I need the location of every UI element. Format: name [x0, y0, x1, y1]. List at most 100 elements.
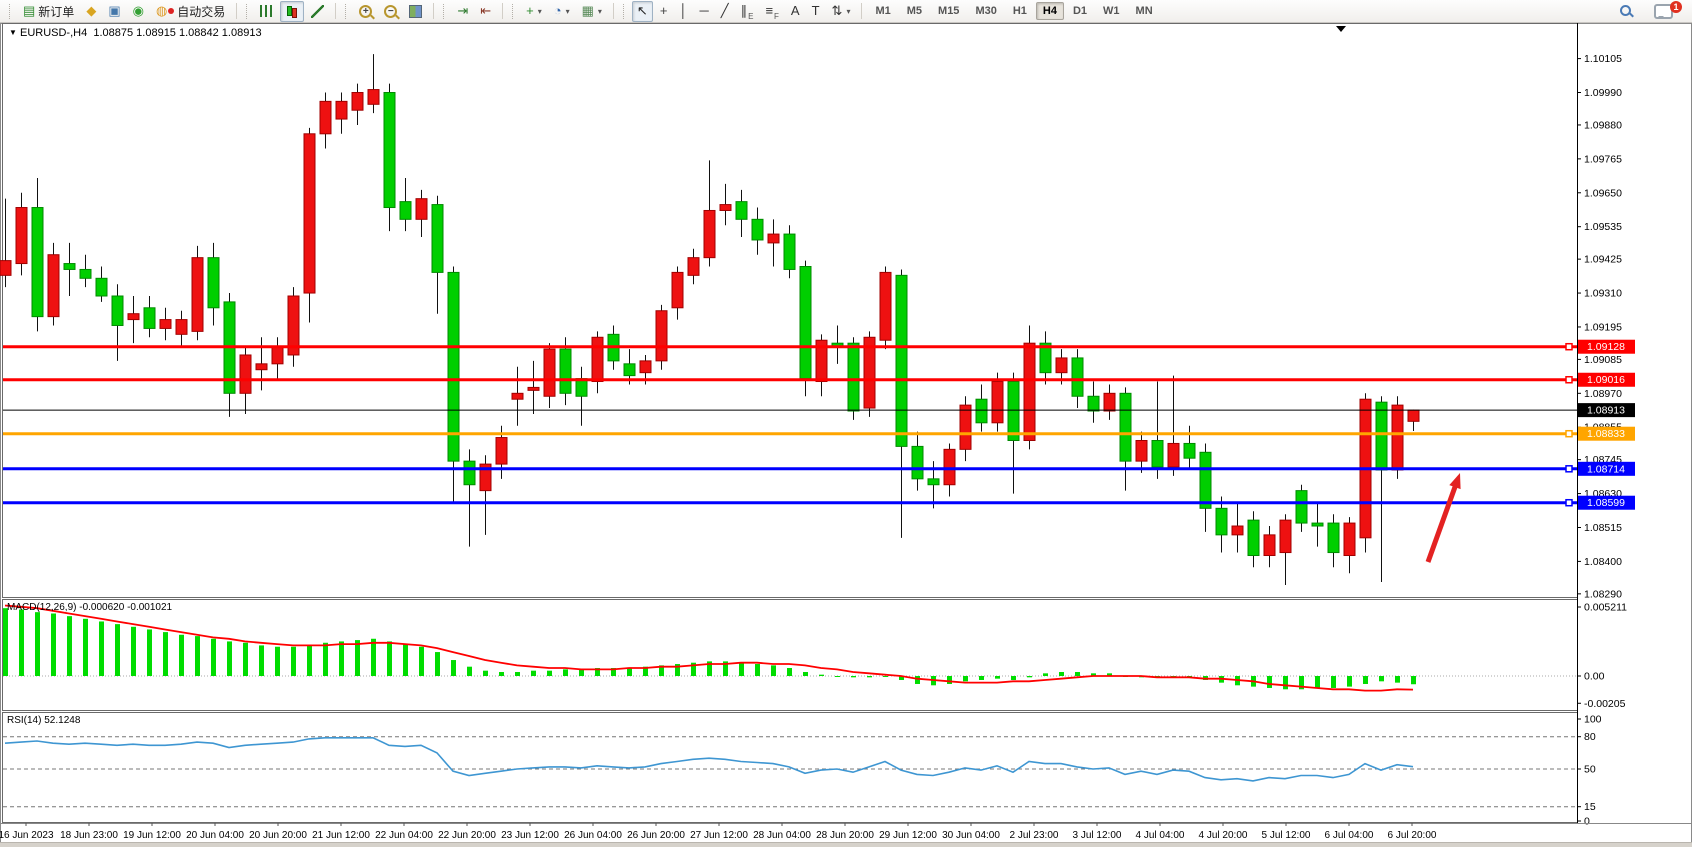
autotrading-button[interactable]: ◍ 自动交易: [151, 1, 230, 22]
rsi-tick-label: 15: [1584, 801, 1596, 813]
chart-menu-marker-icon[interactable]: [1336, 26, 1346, 32]
time-tick-label: 28 Jun 20:00: [816, 830, 874, 841]
auto-scroll-button[interactable]: ⇥: [452, 1, 473, 22]
new-order-button[interactable]: ▤ 新订单: [18, 1, 79, 22]
tile-windows-button[interactable]: [404, 1, 427, 22]
macd-histogram-bar: [339, 641, 344, 676]
dropdown-arrow-icon[interactable]: ▾: [565, 6, 570, 16]
candle-body: [415, 198, 428, 220]
candle-body: [735, 201, 748, 220]
candle-body: [719, 204, 732, 211]
trendline-button[interactable]: ╱: [716, 1, 734, 22]
fibonacci-button[interactable]: ≡ F: [760, 1, 783, 22]
toolbar-separator: [335, 3, 337, 19]
price-badge: [1578, 495, 1635, 510]
candle-body: [1247, 519, 1260, 557]
macd-histogram-bar: [675, 664, 680, 676]
dropdown-arrow-icon[interactable]: ▾: [537, 6, 542, 16]
price-tick-label: 1.09195: [1584, 321, 1622, 333]
cursor-button[interactable]: ↖: [631, 0, 653, 22]
price-badge-label: 1.09016: [1587, 374, 1625, 386]
macd-histogram-bar: [403, 644, 408, 676]
search-icon: [1618, 3, 1634, 19]
candle-body: [511, 392, 524, 400]
macd-histogram-bar: [1347, 676, 1352, 687]
accounts-button[interactable]: ▣: [103, 1, 125, 22]
price-badges[interactable]: 1.09128 1.09016 1.08833 1.08714 1.08599 1.089…: [1565, 339, 1635, 510]
macd-panel: 0.005211 0.00 -0.00205: [3, 602, 1627, 710]
new-order-icon: ▤: [23, 3, 36, 18]
timeframe-button-h4[interactable]: H4: [1035, 2, 1064, 20]
vertical-line-button[interactable]: │: [674, 1, 692, 22]
dropdown-arrow-icon[interactable]: ▾: [846, 6, 851, 16]
time-tick-label: 30 Jun 04:00: [942, 830, 1000, 841]
horizontal-line-button[interactable]: ─: [695, 1, 714, 22]
notifications-button[interactable]: 1: [1649, 0, 1682, 22]
macd-histogram-bar: [19, 609, 24, 676]
price-badge-label: 1.08714: [1587, 463, 1625, 475]
timeframe-button-m15[interactable]: M15: [938, 5, 960, 17]
signals-button[interactable]: ◉: [128, 1, 149, 22]
macd-tick-label: -0.00205: [1584, 698, 1626, 710]
candle-body: [623, 363, 636, 377]
auto-scroll-icon: ⇥: [457, 3, 469, 18]
macd-histogram-bar: [355, 640, 360, 676]
price-axis[interactable]: 1.10105 1.09990 1.09880 1.09765 1.09650 1.095…: [1577, 53, 1622, 600]
timeframe-button-mn[interactable]: MN: [1135, 5, 1153, 17]
price-badge: [1578, 339, 1635, 354]
periods-button[interactable]: ◔ ▾: [549, 1, 575, 22]
chart-canvas[interactable]: 1.10105 1.09990 1.09880 1.09765 1.09650 1.095…: [0, 23, 1692, 847]
toolbar-separator: [861, 3, 863, 19]
price-badge: [1578, 426, 1635, 441]
price-tick-label: 1.09535: [1584, 221, 1622, 233]
clock-icon: ◔: [553, 3, 562, 18]
macd-histogram-bar: [707, 661, 712, 676]
templates-button[interactable]: ▦ ▾: [577, 1, 607, 22]
line-chart-button[interactable]: [306, 1, 329, 22]
toolbar-right: 1: [1613, 0, 1686, 22]
macd-histogram-bar: [787, 668, 792, 676]
macd-histogram-bar: [515, 672, 520, 676]
red-up-arrow-annotation[interactable]: [1425, 473, 1461, 563]
timeframe-button-h1[interactable]: H1: [1012, 5, 1027, 17]
candle-body: [655, 310, 668, 362]
search-button[interactable]: [1613, 1, 1639, 22]
time-axis[interactable]: 16 Jun 2023 18 Jun 23:00 19 Jun 12:00 20 Ju…: [0, 823, 1692, 841]
zoom-out-button[interactable]: −: [379, 1, 402, 22]
zoom-in-button[interactable]: +: [354, 1, 377, 22]
macd-histogram-bar: [387, 641, 392, 676]
macd-histogram-bar: [147, 629, 152, 676]
candle-body: [47, 254, 60, 318]
candlestick-chart-button[interactable]: [280, 0, 305, 22]
bar-chart-button[interactable]: [255, 1, 278, 22]
candle-body: [671, 271, 684, 309]
channel-button[interactable]: ∥ E: [736, 1, 759, 22]
symbol-dropdown-icon[interactable]: ▼: [9, 28, 17, 37]
chart-shift-button[interactable]: ⇤: [475, 1, 496, 22]
macd-histogram-bar: [1411, 676, 1416, 685]
rsi-line: [4, 736, 1414, 782]
tile-windows-icon: [409, 4, 423, 18]
timeframe-button-m30[interactable]: M30: [975, 5, 997, 17]
text-button[interactable]: A: [786, 1, 805, 22]
time-tick-label: 18 Jun 23:00: [60, 830, 118, 841]
macd-histogram-bar: [83, 618, 88, 676]
timeframe-button-w1[interactable]: W1: [1103, 5, 1120, 17]
candle-body: [527, 386, 540, 391]
timeframe-button-m5[interactable]: M5: [906, 5, 923, 17]
timeframe-button-d1[interactable]: D1: [1072, 5, 1088, 17]
arrows-button[interactable]: ⇅ ▾: [827, 1, 856, 22]
level-lines[interactable]: [3, 345, 1577, 505]
cursor-icon: ↖: [636, 3, 648, 18]
candle-body: [175, 319, 188, 335]
line-handle: [1565, 342, 1573, 351]
indicators-button[interactable]: + ▾: [521, 1, 547, 22]
time-tick-label: 28 Jun 04:00: [753, 830, 811, 841]
timeframe-button-m1[interactable]: M1: [875, 5, 891, 17]
gold-button[interactable]: ◆: [81, 1, 101, 22]
crosshair-button[interactable]: +: [655, 1, 673, 22]
candle-body: [1343, 522, 1356, 557]
macd-histogram-bar: [851, 676, 856, 678]
text-label-button[interactable]: T: [807, 1, 825, 22]
dropdown-arrow-icon[interactable]: ▾: [597, 6, 602, 16]
